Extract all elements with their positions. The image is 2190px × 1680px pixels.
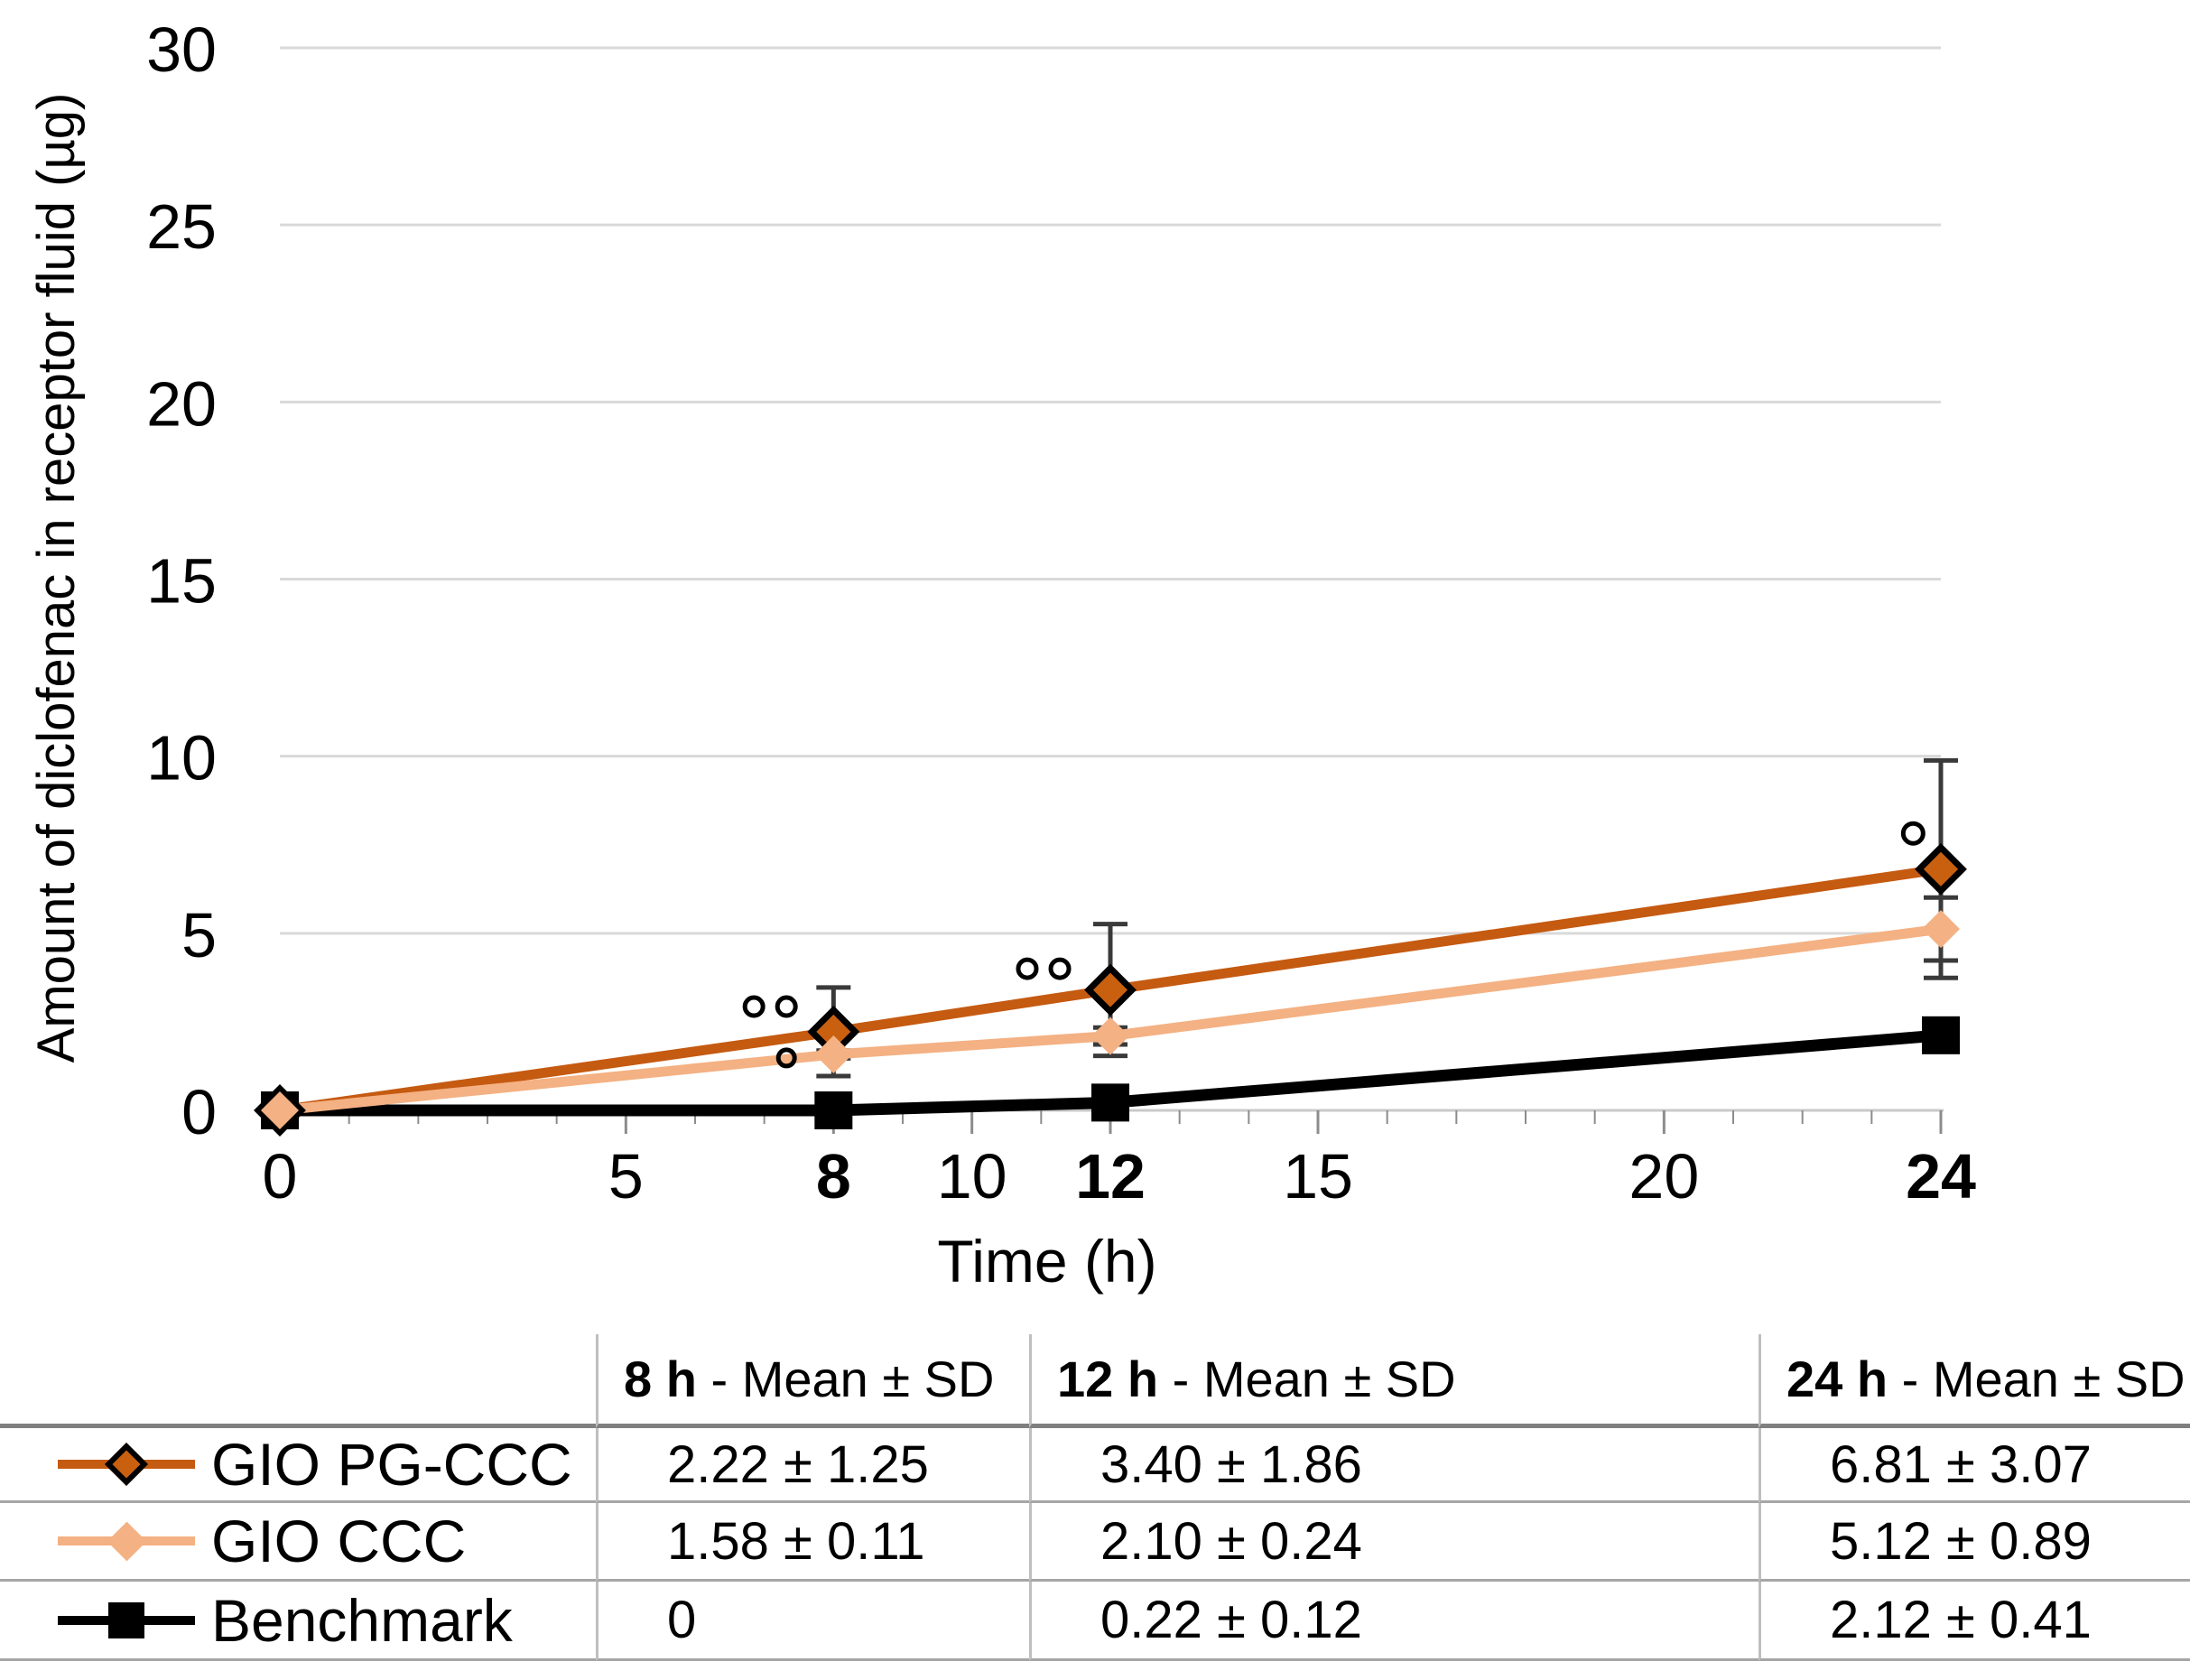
x-tick-label: 15 — [1283, 1141, 1353, 1211]
x-tick-label: 5 — [608, 1141, 644, 1211]
table-header-empty — [0, 1334, 596, 1428]
table-cell-ccc-8h: 1.58 ± 0.11 — [596, 1503, 1029, 1582]
significance-circle — [742, 995, 766, 1018]
significance-circle — [1900, 821, 1926, 846]
x-tick-label: 10 — [937, 1141, 1007, 1211]
diamond-marker — [814, 1035, 853, 1074]
diamond-marker — [1915, 842, 1967, 896]
table-header-8h: 8 h - Mean ± SD — [596, 1334, 1029, 1428]
x-tick-label: 12 — [1075, 1141, 1146, 1211]
table-cell-ccc-24h: 5.12 ± 0.89 — [1758, 1503, 2190, 1582]
y-tick-label: 15 — [146, 546, 217, 617]
table-cell-pgccc-8h: 2.22 ± 1.25 — [596, 1428, 1029, 1503]
table-cell-benchmark-12h: 0.22 ± 0.12 — [1029, 1582, 1758, 1661]
legend-row-gio-ccc: GIO CCC — [0, 1503, 596, 1582]
legend-marker-benchmark — [58, 1592, 195, 1648]
y-tick-label: 10 — [146, 723, 217, 794]
table-header-12h: 12 h - Mean ± SD — [1029, 1334, 1758, 1428]
table-cell-pgccc-12h: 3.40 ± 1.86 — [1029, 1428, 1758, 1503]
series-line-gio-pg-ccc — [274, 864, 1946, 1116]
series-label: GIO CCC — [211, 1508, 467, 1574]
y-tick-label: 5 — [181, 900, 217, 970]
line-chart: 0 5 8 10 12 15 20 24 0 5 10 15 20 25 30 Time (h) Amount … — [27, 14, 1976, 1295]
y-tick-label: 25 — [146, 191, 217, 262]
y-axis-title: Amount of diclofenac in receptor fluid (… — [27, 93, 86, 1063]
table-cell-benchmark-8h: 0 — [596, 1582, 1029, 1661]
legend-row-benchmark: Benchmark — [0, 1582, 596, 1661]
square-marker — [1922, 1016, 1960, 1054]
table-cell-benchmark-24h: 2.12 ± 0.41 — [1758, 1582, 2190, 1661]
x-tick-label: 0 — [263, 1141, 298, 1211]
square-marker-icon — [108, 1601, 144, 1638]
significance-circle — [1016, 957, 1039, 980]
square-marker — [814, 1091, 853, 1129]
diamond-marker — [1922, 910, 1960, 949]
diamond-marker-icon — [107, 1521, 146, 1561]
series-label: GIO PG-CCC — [211, 1431, 572, 1498]
y-tick-label: 20 — [146, 368, 217, 439]
x-tick-label: 8 — [816, 1141, 851, 1211]
legend-marker-gio-pg-ccc — [58, 1436, 195, 1492]
table-cell-ccc-12h: 2.10 ± 0.24 — [1029, 1503, 1758, 1582]
x-axis-title: Time (h) — [937, 1228, 1156, 1295]
series-line-benchmark — [274, 1029, 1947, 1117]
table-header-24h: 24 h - Mean ± SD — [1758, 1334, 2190, 1428]
legend-data-table: 8 h - Mean ± SD 12 h - Mean ± SD 24 h - … — [0, 1334, 2190, 1663]
significance-circle — [1048, 957, 1072, 980]
diamond-marker — [261, 1091, 299, 1129]
legend-marker-gio-ccc — [58, 1513, 195, 1569]
significance-circle — [775, 995, 798, 1018]
legend-row-gio-pg-ccc: GIO PG-CCC — [0, 1428, 596, 1503]
square-marker — [1091, 1083, 1129, 1122]
series-label: Benchmark — [211, 1586, 513, 1654]
y-tick-label: 30 — [146, 14, 217, 85]
diamond-marker — [1091, 1016, 1129, 1055]
table-cell-pgccc-24h: 6.81 ± 3.07 — [1758, 1428, 2190, 1503]
significance-circle — [775, 1047, 797, 1069]
diamond-marker — [1084, 963, 1137, 1016]
x-tick-label: 20 — [1629, 1141, 1699, 1211]
series-line-gio-ccc — [274, 924, 1946, 1116]
x-tick-label: 24 — [1906, 1141, 1976, 1211]
y-tick-label: 0 — [181, 1077, 217, 1147]
diamond-marker-icon — [104, 1442, 149, 1487]
